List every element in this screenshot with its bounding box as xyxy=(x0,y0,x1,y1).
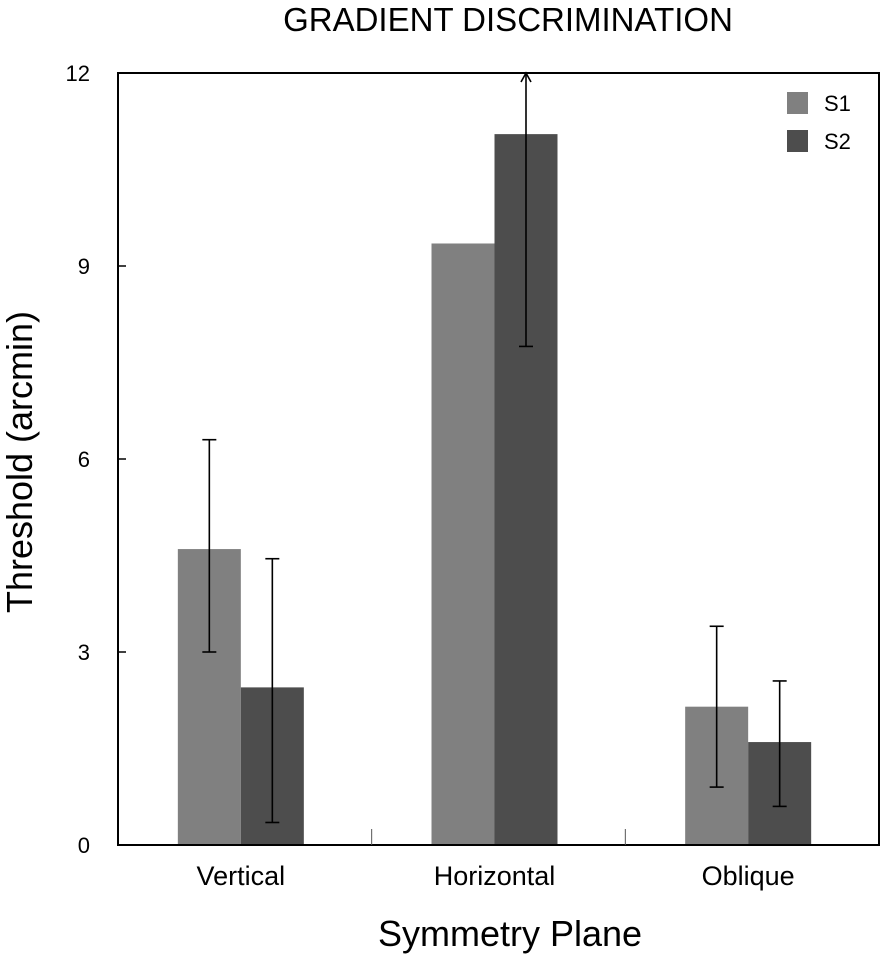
plot-area xyxy=(177,71,812,845)
y-tick-label: 9 xyxy=(78,254,90,279)
y-axis-label: Threshold (arcmin) xyxy=(0,311,40,613)
x-tick-label-horizontal: Horizontal xyxy=(434,861,556,891)
legend: S1 S2 xyxy=(787,91,851,154)
bar-s1-horizontal xyxy=(431,243,495,845)
legend-label-s2: S2 xyxy=(824,129,851,154)
y-tick-label: 6 xyxy=(78,447,90,472)
x-tick-label-vertical: Vertical xyxy=(197,861,286,891)
x-axis-label: Symmetry Plane xyxy=(378,913,642,954)
y-tick-label: 0 xyxy=(78,833,90,858)
y-tick-label: 3 xyxy=(78,640,90,665)
y-axis: 0 3 6 9 12 xyxy=(66,61,126,858)
y-tick-label: 12 xyxy=(66,61,90,86)
legend-swatch-s2 xyxy=(787,130,808,152)
x-tick-label-oblique: Oblique xyxy=(702,861,795,891)
chart-title: GRADIENT DISCRIMINATION xyxy=(283,1,733,38)
x-axis: Vertical Horizontal Oblique xyxy=(197,829,795,891)
legend-swatch-s1 xyxy=(787,92,808,114)
legend-label-s1: S1 xyxy=(824,91,851,116)
